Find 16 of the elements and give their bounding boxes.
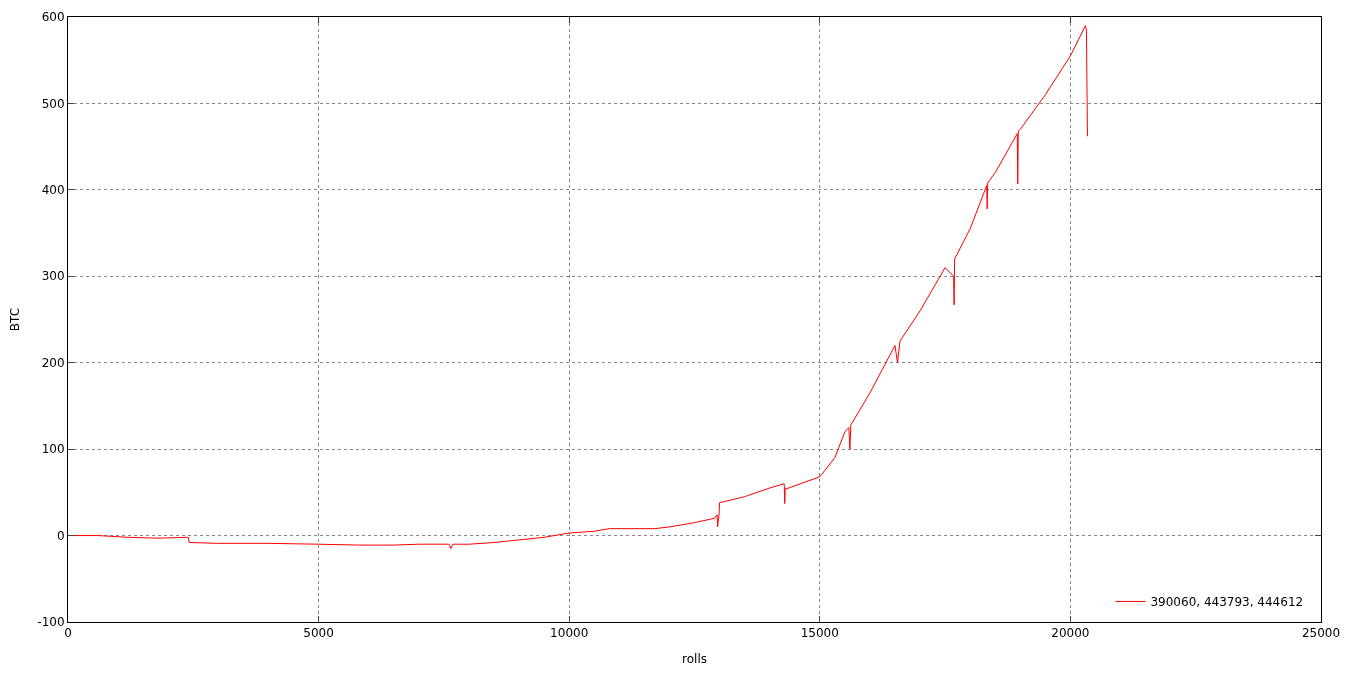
y-tick-label: 400	[41, 183, 65, 198]
y-tick-label: 300	[41, 269, 65, 284]
x-tick-label: 25000	[1301, 626, 1341, 641]
x-tick-label: 5000	[303, 626, 334, 641]
y-tick-label: 600	[41, 10, 65, 25]
y-tick-label: -100	[37, 615, 65, 630]
y-tick-label: 200	[41, 355, 65, 370]
y-tick-label: 100	[41, 442, 65, 457]
y-axis-title: BTC	[7, 307, 22, 332]
x-axis-title: rolls	[682, 652, 707, 667]
y-tick-label: 0	[56, 528, 65, 543]
x-tick-label: 10000	[550, 626, 589, 641]
legend-label: 390060, 443793, 444612	[1150, 595, 1304, 610]
x-tick-label: 20000	[1051, 626, 1090, 641]
x-tick-label: 15000	[800, 626, 839, 641]
y-tick-label: 500	[41, 96, 65, 111]
